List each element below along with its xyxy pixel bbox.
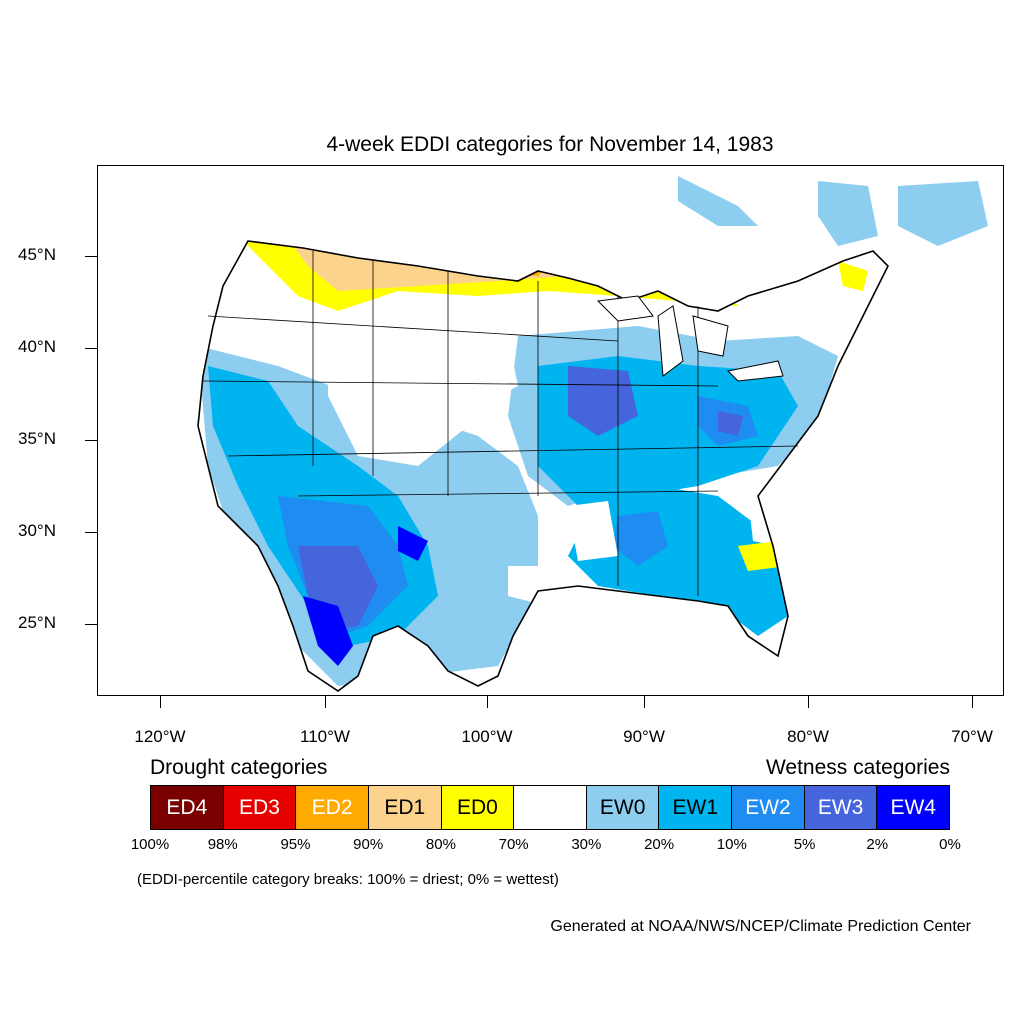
legend-cell-ew3: EW3 bbox=[804, 786, 878, 829]
legend-break-label: 80% bbox=[425, 836, 456, 853]
legend-break-label: 0% bbox=[939, 836, 961, 853]
legend-break-label: 70% bbox=[498, 836, 529, 853]
map-frame bbox=[97, 165, 1004, 696]
legend-break-label: 2% bbox=[866, 836, 889, 853]
legend-cell-ew1: EW1 bbox=[659, 786, 733, 829]
category-note: (EDDI-percentile category breaks: 100% =… bbox=[137, 871, 559, 888]
legend-break-label: 5% bbox=[793, 836, 816, 853]
lat-label-25: 25°N bbox=[18, 613, 56, 632]
lat-tick-40 bbox=[85, 348, 97, 349]
state-borders bbox=[202, 251, 799, 596]
legend-cell-ed3: ED3 bbox=[223, 786, 297, 829]
lon-label-100: 100°W bbox=[461, 727, 513, 746]
lat-tick-30 bbox=[85, 532, 97, 533]
lon-label-120: 120°W bbox=[134, 727, 186, 746]
legend-break-label: 95% bbox=[280, 836, 311, 853]
lon-label-80: 80°W bbox=[787, 727, 829, 746]
lat-label-40: 40°N bbox=[18, 337, 56, 356]
legend-break-label: 10% bbox=[716, 836, 747, 853]
legend-cell-ed4: ED4 bbox=[151, 786, 224, 829]
legend-break-label: 90% bbox=[353, 836, 384, 853]
lon-tick-110 bbox=[325, 696, 326, 708]
chart-title: 4-week EDDI categories for November 14, … bbox=[326, 133, 774, 156]
lat-label-45: 45°N bbox=[18, 245, 56, 264]
lon-tick-80 bbox=[808, 696, 809, 708]
lon-tick-90 bbox=[644, 696, 645, 708]
category-legend: ED4 ED3 ED2 ED1 ED0 EW0 EW1 EW2 EW3 EW4 bbox=[150, 785, 950, 830]
legend-cell-neutral bbox=[514, 786, 587, 829]
eddi-map bbox=[197, 176, 988, 692]
lat-label-35: 35°N bbox=[18, 429, 56, 448]
lon-label-90: 90°W bbox=[623, 727, 665, 746]
lon-tick-70 bbox=[972, 696, 973, 708]
lat-tick-45 bbox=[85, 256, 97, 257]
legend-cell-ed1: ED1 bbox=[368, 786, 442, 829]
lat-tick-35 bbox=[85, 440, 97, 441]
us-canada-border bbox=[247, 240, 519, 282]
legend-break-label: 30% bbox=[571, 836, 602, 853]
legend-break-label: 100% bbox=[130, 836, 170, 853]
lon-tick-120 bbox=[160, 696, 161, 708]
lat-tick-25 bbox=[85, 624, 97, 625]
legend-cell-ew4: EW4 bbox=[877, 786, 950, 829]
lon-label-70: 70°W bbox=[951, 727, 993, 746]
wetness-heading: Wetness categories bbox=[765, 756, 950, 779]
legend-break-label: 98% bbox=[207, 836, 238, 853]
legend-cell-ed0: ED0 bbox=[441, 786, 515, 829]
credit-line: Generated at NOAA/NWS/NCEP/Climate Predi… bbox=[550, 918, 971, 935]
legend-cell-ed2: ED2 bbox=[296, 786, 369, 829]
lat-label-30: 30°N bbox=[18, 521, 56, 540]
legend-cell-ew2: EW2 bbox=[732, 786, 805, 829]
lon-tick-100 bbox=[487, 696, 488, 708]
legend-cell-ew0: EW0 bbox=[586, 786, 660, 829]
drought-heading: Drought categories bbox=[150, 756, 328, 779]
lon-label-110: 110°W bbox=[300, 727, 350, 746]
legend-break-label: 20% bbox=[644, 836, 675, 853]
category-fill bbox=[198, 241, 888, 691]
